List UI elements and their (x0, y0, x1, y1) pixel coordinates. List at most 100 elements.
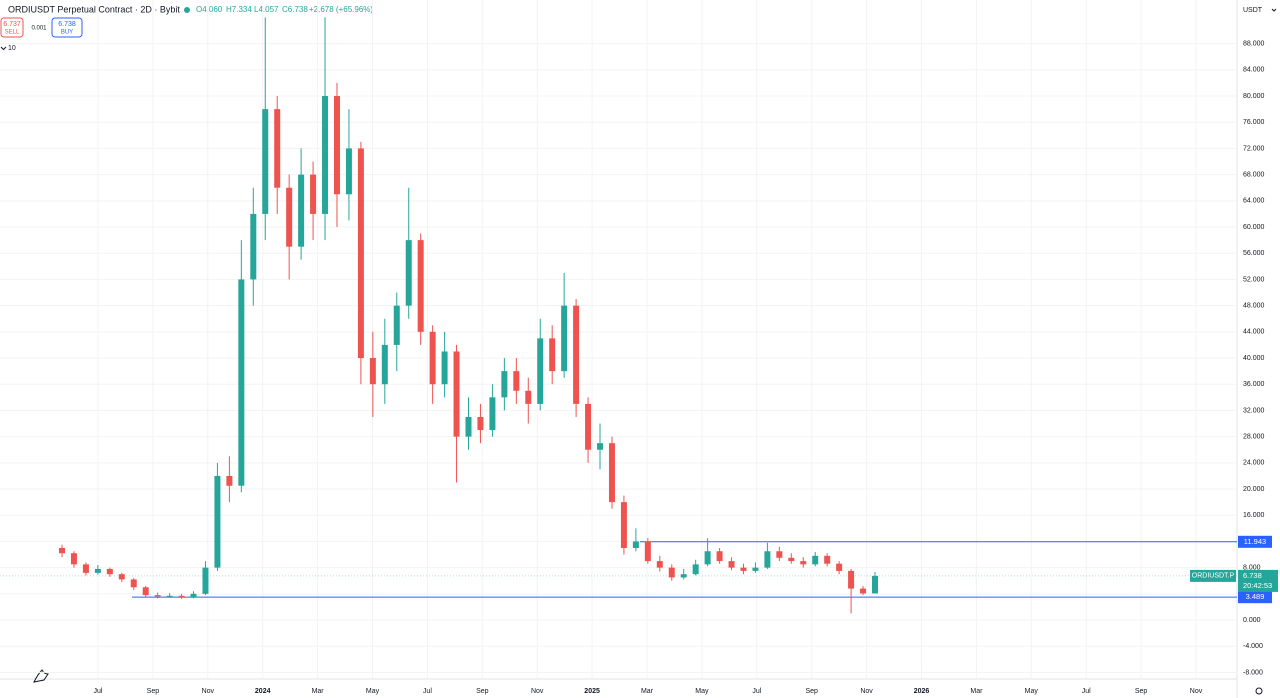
settings-icon[interactable] (1255, 687, 1263, 695)
candle-body (465, 416, 472, 437)
buy-label: BUY (61, 30, 73, 36)
candle-body (692, 564, 699, 575)
candle-body (59, 547, 65, 554)
candle-body (740, 567, 747, 571)
candle-body (620, 502, 627, 548)
indicator-count: 10 (8, 45, 16, 52)
price-label: 11.943 (1244, 537, 1266, 546)
candle-body (82, 564, 89, 573)
x-tick-label: Mar (970, 688, 983, 695)
candle-body (728, 561, 735, 568)
price-label-box (1238, 591, 1272, 604)
candle-body (549, 338, 556, 372)
x-tick-label: May (1025, 688, 1039, 695)
y-tick-label: 80.000 (1243, 93, 1265, 100)
candle-body (345, 148, 352, 195)
y-tick-label: 72.000 (1243, 145, 1265, 152)
candle-body (644, 541, 651, 562)
y-tick-label: 48.000 (1243, 302, 1265, 309)
candle-body (250, 213, 257, 280)
y-tick-label: 0.000 (1243, 617, 1261, 624)
candle-body (656, 561, 663, 568)
y-tick-label: 24.000 (1243, 460, 1265, 467)
y-tick-label: 44.000 (1243, 329, 1265, 336)
candle-body (800, 561, 807, 565)
symbol-tag: ORDIUSDT.P (1192, 573, 1235, 580)
y-tick-label: 32.000 (1243, 407, 1265, 414)
x-tick-label: Jul (94, 688, 103, 695)
sell-label: SELL (5, 30, 20, 36)
candle-body (716, 551, 723, 562)
candle-body (130, 579, 137, 588)
buy-button[interactable] (51, 17, 83, 38)
collapse-icon[interactable] (0, 46, 7, 51)
candle-body (417, 240, 424, 332)
candle-body (704, 551, 711, 565)
candle-body (262, 109, 269, 214)
candle-body (764, 551, 771, 568)
price-label-box (1238, 535, 1272, 548)
x-tick-label: Mar (312, 688, 325, 695)
x-tick-label: Jul (752, 688, 761, 695)
candle-body (393, 305, 400, 345)
currency[interactable]: USDT (1243, 7, 1263, 14)
candle-body (214, 475, 221, 568)
candle-body (477, 416, 484, 431)
candle-body (238, 279, 245, 486)
x-tick-label: Sep (1135, 688, 1148, 695)
y-tick-label: 20.000 (1243, 486, 1265, 493)
spread: 0.001 (31, 26, 47, 32)
y-tick-label: 56.000 (1243, 250, 1265, 257)
symbol-title: ORDIUSDT Perpetual Contract · 2D · Bybit (8, 4, 180, 14)
y-tick-label: 84.000 (1243, 67, 1265, 74)
candle-body (333, 96, 340, 195)
candle-body (752, 567, 759, 571)
candle-body (357, 148, 364, 359)
candle-body (501, 371, 508, 398)
candle-body (561, 305, 568, 372)
candle-body (513, 371, 520, 391)
last-price-box (1238, 569, 1278, 592)
candle-body (836, 563, 843, 571)
ohlc-open: O4.060 (196, 5, 223, 14)
candle-body (226, 475, 233, 486)
x-tick-label: Sep (147, 688, 160, 695)
y-tick-label: 40.000 (1243, 355, 1265, 362)
price-label: 3.489 (1246, 592, 1265, 601)
ohlc-close: C6.738 (282, 5, 308, 14)
y-tick-label: 8.000 (1243, 564, 1261, 571)
y-tick-label: 88.000 (1243, 40, 1265, 47)
candle-body (668, 567, 675, 578)
candle-body (274, 109, 281, 188)
x-tick-label: Mar (641, 688, 654, 695)
candle-body (369, 358, 376, 385)
candle-body (812, 555, 819, 565)
y-tick-label: 68.000 (1243, 171, 1265, 178)
x-tick-label: 2026 (914, 688, 930, 695)
currency-dropdown[interactable] (1271, 8, 1277, 12)
sell-button[interactable] (0, 17, 24, 38)
y-tick-label: 76.000 (1243, 119, 1265, 126)
y-tick-label: 36.000 (1243, 381, 1265, 388)
y-tick-label: 64.000 (1243, 198, 1265, 205)
candle-body (106, 568, 113, 575)
candle-body (872, 575, 878, 594)
candle-body (608, 443, 615, 503)
x-tick-label: Jul (423, 688, 432, 695)
buy-price: 6.738 (58, 21, 76, 28)
x-tick-label: Jul (1082, 688, 1091, 695)
candle-body (597, 443, 604, 450)
candle-body (632, 541, 639, 548)
y-tick-label: 52.000 (1243, 276, 1265, 283)
countdown: 20:42:53 (1243, 581, 1272, 590)
candle-body (680, 574, 687, 578)
candle-body (94, 568, 101, 573)
x-tick-label: 2025 (584, 688, 600, 695)
candle-body (788, 557, 795, 562)
candle-body (537, 338, 544, 404)
y-tick-label: 28.000 (1243, 433, 1265, 440)
candle-body (118, 574, 125, 580)
candle-body (178, 595, 185, 598)
candle-body (489, 397, 496, 431)
candle-body (286, 187, 293, 247)
